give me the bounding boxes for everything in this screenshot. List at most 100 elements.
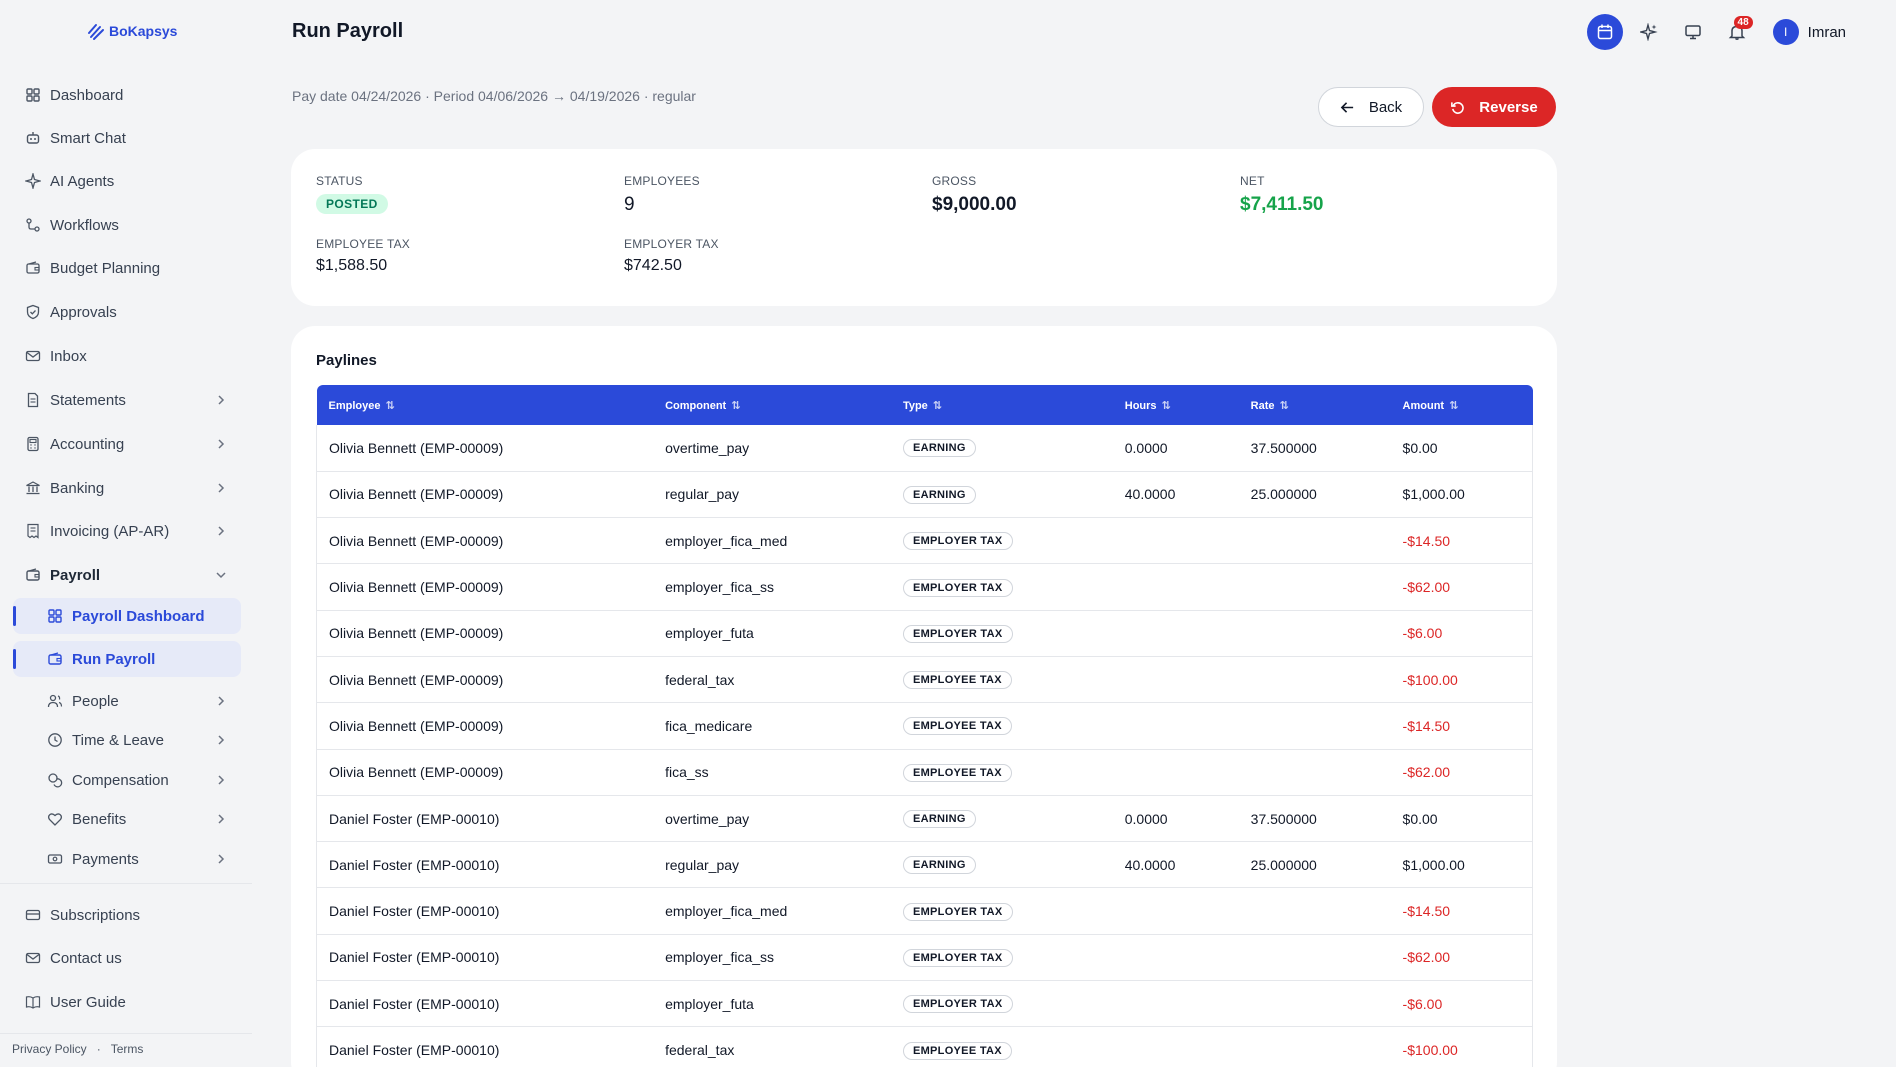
display-button[interactable] [1675, 14, 1711, 50]
cell-rate [1238, 934, 1391, 982]
cell-amount: -$62.00 [1390, 934, 1533, 982]
table-row[interactable]: Daniel Foster (EMP-00010) employer_futa EM… [316, 980, 1533, 1028]
stat-label: NET [1240, 174, 1265, 188]
table-row[interactable]: Olivia Bennett (EMP-00009) employer_fica_… [316, 517, 1533, 565]
cell-amount: -$14.50 [1390, 517, 1533, 565]
sidebar-item-approvals[interactable]: Approvals [24, 297, 228, 327]
cell-employee: Olivia Bennett (EMP-00009) [316, 517, 654, 565]
table-row[interactable]: Olivia Bennett (EMP-00009) fica_ss EMPLOYE… [316, 749, 1533, 796]
stat-employees: EMPLOYEES 9 [624, 174, 700, 216]
sidebar-item-ai-agents[interactable]: AI Agents [24, 166, 228, 196]
cell-hours: 0.0000 [1112, 425, 1239, 472]
cell-amount: $0.00 [1390, 795, 1533, 843]
column-header-amount[interactable]: Amount ⇅ [1390, 385, 1533, 425]
cell-hours [1112, 1026, 1239, 1067]
stat-value: $9,000.00 [932, 194, 1017, 215]
calendar-icon [1597, 24, 1612, 40]
sidebar-item-payments[interactable]: Payments [46, 844, 228, 874]
table-row[interactable]: Olivia Bennett (EMP-00009) overtime_pay EA… [316, 425, 1533, 472]
cell-employee: Daniel Foster (EMP-00010) [316, 934, 654, 982]
reverse-label: Reverse [1479, 98, 1538, 116]
sidebar-item-workflows[interactable]: Workflows [24, 210, 228, 240]
sidebar-item-benefits[interactable]: Benefits [46, 804, 228, 834]
type-badge: EMPLOYER TAX [902, 995, 1013, 1014]
sidebar-item-payroll[interactable]: Payroll [24, 560, 228, 590]
cell-employee: Olivia Bennett (EMP-00009) [316, 563, 654, 611]
sidebar-item-subscriptions[interactable]: Subscriptions [24, 900, 228, 930]
paylines-table: Employee ⇅ Component ⇅ Type ⇅ Hours ⇅ Rate ⇅ … [316, 385, 1533, 1067]
sidebar-item-run-payroll[interactable]: Run Payroll [46, 644, 228, 674]
column-header-type[interactable]: Type ⇅ [890, 385, 1113, 425]
type-badge: EARNING [902, 439, 976, 458]
cell-amount: -$62.00 [1390, 749, 1533, 796]
sidebar-item-smart-chat[interactable]: Smart Chat [24, 123, 228, 153]
cell-amount: -$14.50 [1390, 702, 1533, 750]
mail-icon [24, 950, 41, 967]
table-row[interactable]: Olivia Bennett (EMP-00009) employer_fica_… [316, 563, 1533, 611]
table-row[interactable]: Olivia Bennett (EMP-00009) regular_pay EAR… [316, 471, 1533, 519]
reverse-button[interactable]: Reverse [1432, 87, 1556, 127]
sidebar-item-label: Banking [50, 479, 105, 497]
terms-link[interactable]: Terms [110, 1042, 144, 1056]
type-badge: EARNING [902, 856, 976, 875]
sidebar-divider [0, 883, 252, 884]
brand-logo[interactable]: BoKapsys [86, 21, 177, 41]
type-badge: EMPLOYEE TAX [902, 717, 1012, 736]
payroll-run-subtitle: Pay date 04/24/2026 · Period 04/06/2026 … [292, 88, 696, 104]
column-header-employee[interactable]: Employee ⇅ [316, 385, 654, 425]
type-badge: EARNING [902, 485, 976, 504]
sidebar-item-label: Payments [72, 850, 139, 868]
cell-type: EMPLOYEE TAX [890, 1026, 1113, 1067]
sort-icon: ⇅ [1279, 399, 1289, 412]
table-row[interactable]: Daniel Foster (EMP-00010) employer_fica_s… [316, 934, 1533, 982]
sidebar-item-label: Run Payroll [72, 650, 156, 668]
cell-rate [1238, 517, 1391, 565]
user-menu[interactable]: I Imran [1772, 19, 1846, 45]
logo-icon [88, 24, 104, 40]
cell-type: EARNING [890, 425, 1113, 472]
table-row[interactable]: Olivia Bennett (EMP-00009) federal_tax EMP… [316, 656, 1533, 704]
type-badge: EMPLOYER TAX [902, 624, 1013, 643]
sidebar-item-people[interactable]: People [46, 686, 228, 716]
sidebar-item-banking[interactable]: Banking [24, 473, 228, 503]
table-row[interactable]: Daniel Foster (EMP-00010) overtime_pay EAR… [316, 795, 1533, 843]
privacy-policy-link[interactable]: Privacy Policy [12, 1042, 87, 1056]
sidebar-item-time-leave[interactable]: Time & Leave [46, 725, 228, 755]
cell-amount: -$6.00 [1390, 610, 1533, 657]
sidebar-item-dashboard[interactable]: Dashboard [24, 80, 228, 110]
sidebar-item-user-guide[interactable]: User Guide [24, 987, 228, 1017]
table-row[interactable]: Olivia Bennett (EMP-00009) employer_futa E… [316, 610, 1533, 657]
sidebar-item-inbox[interactable]: Inbox [24, 341, 228, 371]
sort-icon: ⇅ [385, 399, 395, 412]
calendar-button[interactable] [1586, 14, 1623, 50]
notifications-button[interactable]: 48 [1719, 14, 1755, 50]
sidebar-item-statements[interactable]: Statements [24, 385, 228, 415]
sidebar-item-label: Subscriptions [50, 906, 141, 924]
column-header-hours[interactable]: Hours ⇅ [1112, 385, 1239, 425]
sidebar-item-label: Compensation [72, 771, 169, 789]
column-header-component[interactable]: Component ⇅ [653, 385, 891, 425]
stat-label: GROSS [932, 174, 977, 188]
workflow-icon [24, 217, 41, 234]
sidebar-item-accounting[interactable]: Accounting [24, 429, 228, 459]
back-button[interactable]: Back [1318, 87, 1424, 127]
cell-type: EARNING [890, 471, 1113, 519]
cell-rate [1238, 749, 1391, 796]
grid-icon [24, 87, 41, 104]
sidebar-item-invoicing[interactable]: Invoicing (AP-AR) [24, 516, 228, 546]
table-row[interactable]: Daniel Foster (EMP-00010) employer_fica_m… [316, 887, 1533, 935]
table-row[interactable]: Daniel Foster (EMP-00010) federal_tax EMPL… [316, 1026, 1533, 1067]
sidebar-item-budget-planning[interactable]: Budget Planning [24, 253, 228, 283]
sidebar-item-compensation[interactable]: Compensation [46, 765, 228, 795]
sidebar-item-contact-us[interactable]: Contact us [24, 943, 228, 973]
mail-icon [24, 348, 41, 365]
ai-sparkle-button[interactable] [1631, 14, 1667, 50]
table-row[interactable]: Daniel Foster (EMP-00010) regular_pay EARN… [316, 841, 1533, 889]
stat-label: EMPLOYEE TAX [316, 237, 410, 251]
sidebar-item-payroll-dashboard[interactable]: Payroll Dashboard [46, 601, 228, 631]
table-row[interactable]: Olivia Bennett (EMP-00009) fica_medicare E… [316, 702, 1533, 750]
brand-name: BoKapsys [109, 23, 178, 39]
sparkle-icon [24, 173, 41, 190]
sidebar-item-label: Invoicing (AP-AR) [50, 522, 170, 540]
column-header-rate[interactable]: Rate ⇅ [1238, 385, 1391, 425]
